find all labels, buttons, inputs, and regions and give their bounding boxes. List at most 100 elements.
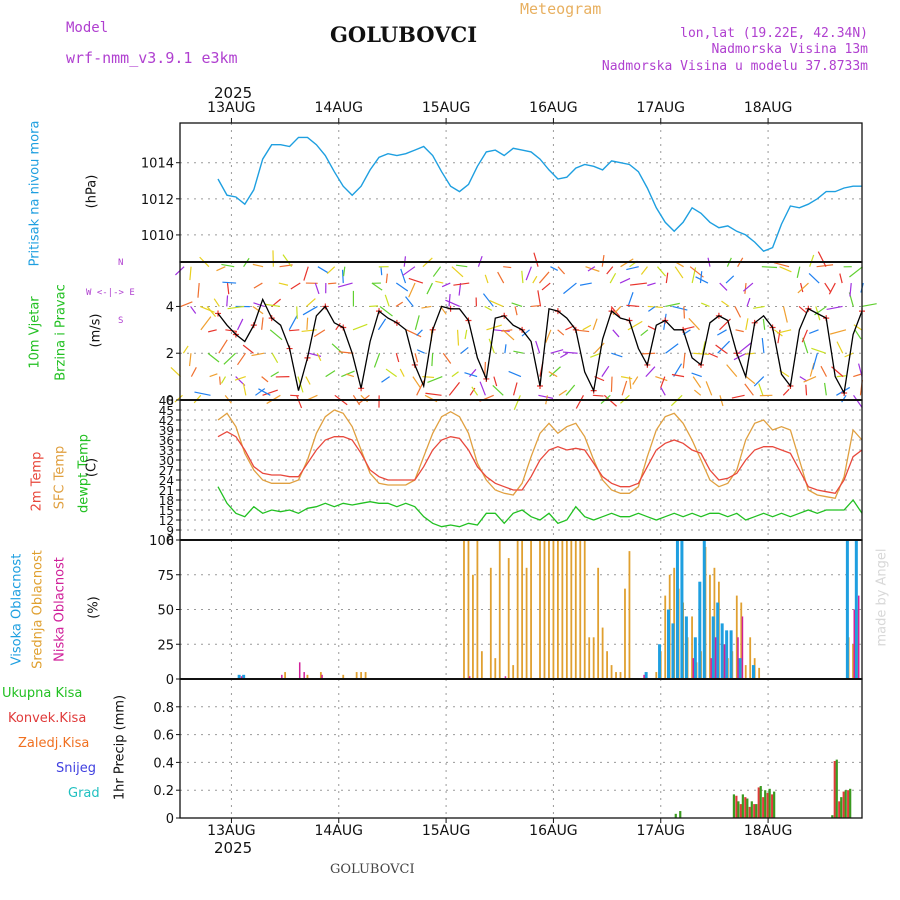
wind-barb: [448, 382, 460, 396]
wind-barb: [632, 376, 639, 385]
wind-barb: [628, 376, 632, 389]
precip-bar-conv: [753, 804, 756, 818]
cloud-bar-mid: [664, 595, 667, 679]
wind-barb: [261, 376, 269, 383]
wind-barb: [242, 382, 247, 396]
wind-barb: [225, 329, 238, 333]
wind-barb: [799, 376, 808, 382]
wind-barb: [817, 251, 827, 267]
cloud-bar-mid: [597, 567, 600, 679]
y-tick-label: 0.4: [153, 756, 174, 771]
wind-barb: [758, 383, 764, 396]
wind-barb: [782, 306, 788, 323]
wind-barb: [660, 376, 666, 388]
wind-barb: [744, 282, 747, 294]
wind-barb: [532, 275, 538, 284]
cloud-bar-mid: [521, 540, 524, 679]
wind-barb: [641, 352, 656, 355]
wind-barb: [797, 282, 809, 294]
wind-barb: [812, 353, 818, 370]
wind-barb: [435, 280, 444, 284]
cloud-bar-low: [692, 658, 695, 679]
wind-barb: [301, 329, 317, 333]
precip-bar-total: [831, 815, 834, 818]
wind-barb: [209, 373, 218, 378]
wind-barb: [448, 294, 451, 307]
wind-barb: [853, 373, 863, 378]
wind-barb: [464, 372, 478, 378]
cloud-bar-mid: [610, 665, 613, 679]
precip-bar-total: [849, 788, 852, 818]
cloud-bar-mid: [319, 672, 322, 679]
wind-barb: [252, 305, 264, 315]
wind-barb: [425, 392, 442, 396]
wind-barb: [223, 352, 236, 365]
compass-n: N: [118, 258, 124, 268]
cloud-bar-mid: [624, 588, 626, 679]
wind-barb: [458, 282, 462, 296]
wind-barb: [796, 266, 801, 278]
wind-barb: [665, 343, 679, 354]
wind-barb: [289, 329, 300, 332]
wind-barb: [337, 282, 353, 288]
cloud-bar-high: [738, 658, 742, 679]
wind-barb: [839, 273, 843, 284]
cloud-bar-mid: [615, 672, 617, 679]
precip-bar-total: [674, 813, 677, 818]
wind-barb: [575, 395, 584, 409]
cloud-bar-mid: [530, 540, 532, 679]
wind-barb: [665, 302, 680, 308]
cloud-bar-high: [693, 637, 697, 679]
wind-barb: [508, 370, 522, 378]
precip-bar-total: [755, 804, 758, 818]
wind-barb: [371, 282, 383, 291]
wind-barb: [629, 282, 647, 286]
day-label-bottom: 17AUG: [636, 823, 686, 839]
wind-barb: [733, 352, 747, 361]
wind-barb: [753, 305, 765, 309]
cloud-bar-high: [242, 674, 246, 679]
y-tick-label: 45: [159, 404, 174, 418]
wind-barb: [502, 329, 515, 341]
precip-bar-total: [741, 794, 744, 818]
wind-barb: [385, 273, 388, 284]
wind-barb: [338, 351, 354, 354]
wind-barb: [316, 352, 322, 361]
wind-barb: [188, 353, 192, 367]
wind-barb: [549, 366, 561, 378]
wind-barb: [550, 266, 559, 271]
wind-speed-line: [217, 297, 863, 396]
wind-barb: [809, 254, 815, 267]
wind-barb: [269, 329, 283, 341]
wind-barb: [626, 304, 640, 308]
day-label-bottom: 16AUG: [529, 823, 578, 839]
wind-barb: [190, 367, 197, 377]
precip-bar-total: [679, 811, 682, 818]
y-tick-label: 1012: [141, 193, 174, 208]
wind-barb: [700, 302, 710, 307]
wind-barb: [264, 303, 281, 308]
wind-barb: [671, 373, 685, 378]
y-tick-label: 0.8: [153, 701, 174, 716]
wind-barb: [213, 298, 220, 307]
wind-barb: [302, 305, 318, 316]
cloud-bar-low: [741, 616, 744, 679]
day-label-bottom: 18AUG: [743, 823, 793, 839]
wind-barb: [609, 272, 617, 284]
wind-barb: [513, 350, 524, 354]
wind-barb: [451, 266, 464, 278]
wind-barb: [590, 352, 602, 358]
cloud-bar-low: [240, 676, 243, 679]
wind-barb: [737, 342, 752, 354]
wind-barb: [640, 329, 649, 337]
cloud-bar-mid: [619, 672, 622, 679]
wind-barb: [197, 283, 200, 298]
wind-barb: [399, 368, 405, 377]
cloud-bar-mid: [561, 540, 564, 679]
cloud-bar-mid: [516, 540, 519, 679]
year-bottom: 2025: [214, 839, 253, 857]
wind-barb: [557, 266, 566, 275]
precip-bar-conv: [748, 806, 751, 818]
wind-barb: [612, 329, 620, 338]
wind-barb: [691, 372, 702, 378]
